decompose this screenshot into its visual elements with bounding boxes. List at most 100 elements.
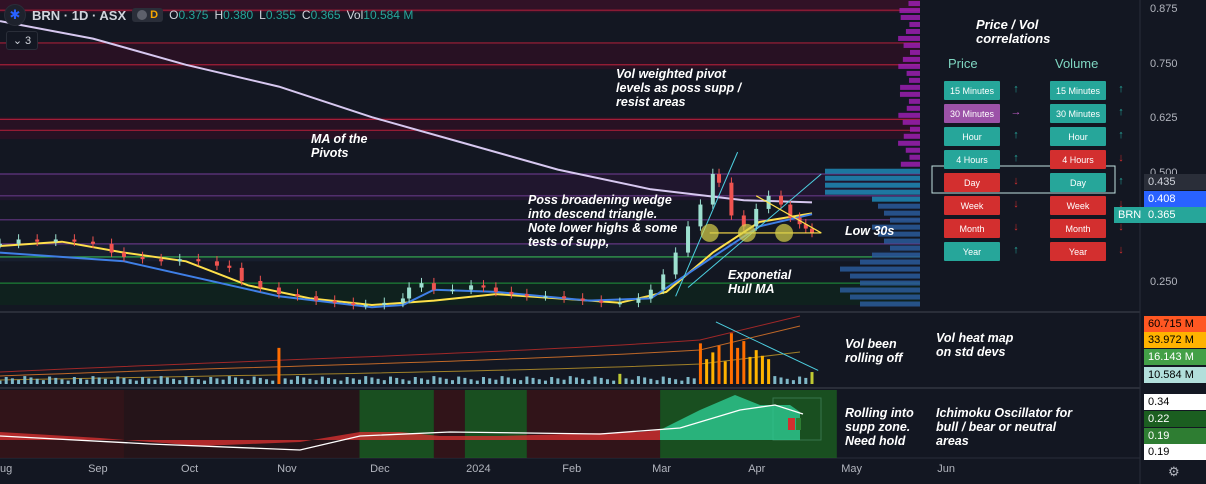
volume-bar [48, 376, 52, 384]
volume-profile-bar [878, 203, 920, 209]
annotation-ma-pivots: MA of the Pivots [311, 132, 368, 160]
symbol-title[interactable]: BRN · 1D · ASX [32, 7, 127, 23]
price-trend-arrow-icon: ↑ [1013, 244, 1019, 256]
triangle-upper-line [755, 195, 822, 234]
volume-bar [296, 376, 300, 384]
volume-corr-cell: 15 Minutes [1050, 81, 1106, 100]
chevron-down-icon: ⌄ [12, 35, 23, 47]
candle-body [407, 287, 412, 299]
candle-body [109, 243, 114, 253]
correlation-table: Price / Vol correlations Price Volume 15… [930, 0, 1140, 300]
price-corr-cell: Day [944, 173, 1000, 192]
symbol-price-tag: BRN [1114, 207, 1144, 223]
candle-body [239, 267, 244, 281]
volume-bar [122, 377, 126, 384]
high-value: 0.380 [223, 8, 254, 22]
market-status-pill[interactable]: D [132, 8, 164, 22]
volume-label: 60.715 M [1144, 316, 1206, 332]
price-column-header: Price [948, 56, 978, 71]
volume-bar [196, 379, 200, 384]
volume-bar [382, 380, 386, 384]
volume-bar [351, 378, 355, 384]
time-tick: Feb [562, 463, 582, 475]
time-tick: Apr [748, 463, 766, 475]
price-trend-arrow-icon: ↑ [1013, 152, 1019, 164]
volume-bar [587, 380, 591, 384]
volume-profile-bar [908, 98, 920, 104]
volume-profile-bar [900, 161, 920, 167]
volume-profile-bar [872, 224, 920, 230]
volume-bar [711, 352, 715, 384]
volume-bar [643, 377, 647, 384]
volume-bar [364, 376, 368, 384]
volume-profile-bar [884, 238, 920, 244]
candle-body [788, 204, 793, 218]
annotation-rolling-supp: Rolling into supp zone. Need hold [845, 406, 914, 448]
volume-bar [221, 379, 225, 384]
candle-body [295, 294, 300, 297]
highlight-day-box [931, 165, 1116, 194]
volume-profile-bar [909, 21, 920, 27]
volume-bar [791, 380, 795, 384]
volume-bar [562, 379, 566, 384]
annotation-vol-weighted: Vol weighted pivot levels as poss supp /… [616, 67, 742, 109]
volume-corr-cell: Month [1050, 219, 1106, 238]
pivot-band [0, 117, 920, 140]
price-corr-cell: 15 Minutes [944, 81, 1000, 100]
volume-bar [103, 378, 107, 384]
candle-body [53, 239, 58, 242]
volume-bar [748, 356, 752, 384]
volume-bar [667, 377, 671, 384]
volume-bar [209, 377, 213, 384]
oscillator-regime-bg [123, 390, 360, 458]
volume-profile-bar [898, 35, 920, 41]
volume-bar [215, 378, 219, 384]
volume-bar [234, 377, 238, 384]
volume-profile-bar [860, 280, 920, 286]
candle-body [450, 289, 455, 292]
candle-body [729, 182, 734, 216]
volume-profile-bar [906, 70, 920, 76]
volume-profile-bar [860, 301, 920, 307]
close-value: 0.365 [310, 8, 341, 22]
candle-body [72, 239, 77, 242]
volume-corr-cell: 4 Hours [1050, 150, 1106, 169]
candle-body [431, 283, 436, 290]
volume-trend-arrow-icon: ↑ [1118, 175, 1124, 187]
volume-bar [184, 376, 188, 384]
volume-bar [543, 380, 547, 384]
volume-profile-bar [903, 133, 920, 139]
candle-body [543, 296, 548, 298]
volume-bar [66, 380, 70, 384]
volume-bar [320, 376, 324, 384]
candle-body [481, 285, 486, 288]
volume-trend-arrow-icon: ↓ [1118, 221, 1124, 233]
candle-body [258, 280, 263, 288]
oscillator-bear-area [0, 430, 660, 446]
oscillator-regime-bg [0, 390, 124, 458]
volume-bar [599, 377, 603, 384]
volume-bar [4, 377, 8, 384]
volume-bar [506, 377, 510, 384]
open-key: O [169, 8, 179, 22]
volume-trend-line [715, 321, 819, 371]
price-trend-arrow-icon: ↓ [1013, 221, 1019, 233]
oscillator-label: 0.22 [1144, 411, 1206, 427]
candle-body [810, 228, 814, 233]
settings-icon[interactable]: ⚙ [1168, 464, 1180, 479]
volume-bar [376, 378, 380, 384]
candle-body [177, 259, 182, 262]
indicators-collapse-button[interactable]: ⌄ 3 [6, 31, 38, 50]
volume-profile-bar [884, 210, 920, 216]
volume-bar [779, 377, 783, 384]
volume-bar [686, 377, 690, 384]
volume-bar [23, 376, 27, 384]
volume-bar [717, 345, 721, 384]
volume-bar [128, 379, 132, 384]
volume-bar [308, 378, 312, 384]
volume-trend-arrow-icon: ↑ [1118, 129, 1124, 141]
volume-bar [265, 379, 269, 384]
volume-bar [370, 377, 374, 384]
volume-profile-bar [898, 63, 920, 69]
